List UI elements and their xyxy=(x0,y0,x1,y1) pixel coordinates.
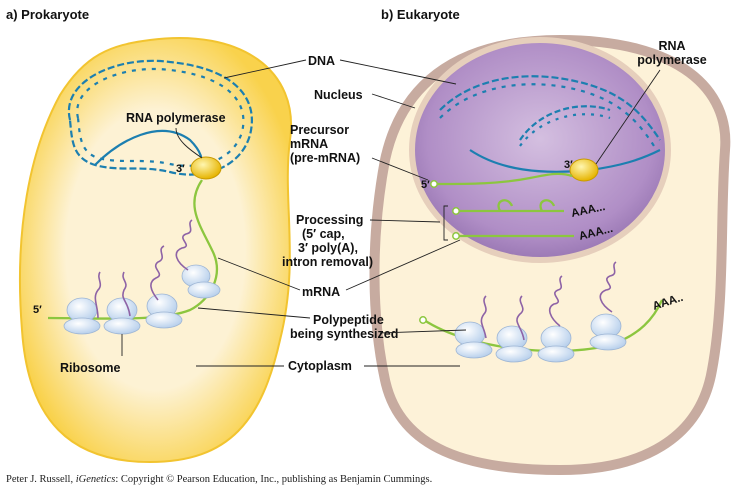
precursor-label-2: mRNA xyxy=(290,137,328,151)
processing-label-4: intron removal) xyxy=(282,255,373,269)
prokaryote-title: a) Prokaryote xyxy=(6,7,89,22)
eukaryote-panel: b) Eukaryote RNA polymerase 3′ 5′ AAA...… xyxy=(374,7,725,470)
ribosome xyxy=(64,298,100,334)
precursor-label-1: Precursor xyxy=(290,123,349,137)
processing-label-2: (5′ cap, xyxy=(302,227,345,241)
three-prime-label-euk: 3′ xyxy=(564,159,573,171)
prokaryote-cell xyxy=(20,38,291,462)
five-prime-label-prok: 5′ xyxy=(33,304,42,316)
processing-label-3: 3′ poly(A), xyxy=(298,241,358,255)
five-prime-label-euk: 5′ xyxy=(421,179,430,191)
credit-book: iGenetics xyxy=(76,474,116,485)
eukaryote-title: b) Eukaryote xyxy=(381,7,460,22)
prokaryote-panel: a) Prokaryote RNA polymerase 3′ 5′ Ribos… xyxy=(6,7,291,462)
dna-label: DNA xyxy=(308,54,335,68)
three-prime-label-prok: 3′ xyxy=(176,163,185,175)
ribosome xyxy=(104,298,140,334)
polypeptide-label-1: Polypeptide xyxy=(313,313,384,327)
precursor-label-3: (pre-mRNA) xyxy=(290,151,360,165)
mrna-label: mRNA xyxy=(302,285,340,299)
rna-polymerase-label-euk-2: polymerase xyxy=(637,53,707,67)
credit-rest: : Copyright © Pearson Education, Inc., p… xyxy=(115,474,432,485)
credit-author: Peter J. Russell, xyxy=(6,474,76,485)
processing-label-1: Processing xyxy=(296,213,363,227)
rna-polymerase-label-euk-1: RNA xyxy=(658,39,685,53)
ribosome xyxy=(538,326,574,362)
ribosome-label: Ribosome xyxy=(60,361,120,375)
copyright-credit: Peter J. Russell, iGenetics: Copyright ©… xyxy=(6,474,432,485)
eukaryote-rna-polymerase xyxy=(570,159,598,181)
prokaryote-rna-polymerase xyxy=(191,157,221,179)
nucleus-label: Nucleus xyxy=(314,88,363,102)
nucleus xyxy=(412,40,668,260)
cytoplasm-label: Cytoplasm xyxy=(288,359,352,373)
polypeptide-label-2: being synthesized xyxy=(290,327,398,341)
rna-polymerase-label-prok: RNA polymerase xyxy=(126,111,226,125)
